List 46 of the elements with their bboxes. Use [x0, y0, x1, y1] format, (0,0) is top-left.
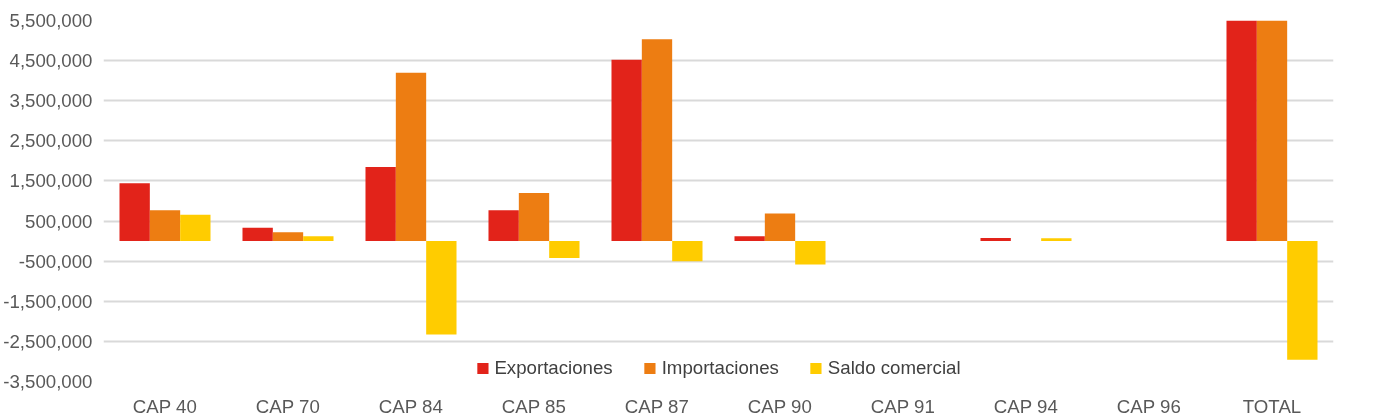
x-tick-label: CAP 96	[1116, 395, 1181, 417]
y-tick-label: 500,000	[25, 210, 93, 232]
bar	[734, 236, 765, 242]
bar	[180, 214, 211, 242]
bar	[119, 183, 150, 242]
y-tick-label: -1,500,000	[3, 290, 93, 312]
y-tick-label: 5,500,000	[9, 10, 93, 31]
x-tick-label: CAP 40	[132, 395, 197, 417]
y-tick-label: -3,500,000	[3, 371, 93, 392]
bar	[1041, 238, 1072, 242]
x-tick-label: CAP 94	[993, 395, 1058, 417]
legend-label: Saldo comercial	[827, 357, 961, 379]
bar	[1226, 20, 1257, 242]
x-tick-label: CAP 91	[870, 395, 935, 417]
x-tick-label: CAP 84	[378, 395, 443, 417]
bar	[795, 241, 826, 265]
bar	[1256, 20, 1288, 242]
bar	[549, 241, 580, 258]
y-tick-label: 1,500,000	[9, 170, 93, 192]
bar	[641, 39, 673, 242]
bar	[149, 210, 181, 242]
bar	[764, 213, 796, 242]
bar	[395, 72, 427, 242]
bar	[365, 166, 396, 242]
bar	[488, 210, 519, 242]
y-tick-label: 3,500,000	[9, 90, 93, 112]
bar	[426, 241, 457, 335]
bar	[518, 192, 550, 242]
bar	[672, 241, 703, 262]
bar	[980, 237, 1011, 242]
bar	[1287, 241, 1318, 360]
bar	[611, 59, 642, 242]
x-tick-label: CAP 85	[501, 395, 566, 417]
x-tick-label: CAP 70	[255, 395, 320, 417]
y-tick-label: 4,500,000	[9, 50, 93, 72]
legend-label: Exportaciones	[494, 357, 613, 379]
y-tick-label: 2,500,000	[9, 130, 93, 152]
bar	[272, 232, 304, 242]
bar	[242, 227, 273, 242]
x-tick-label: CAP 90	[747, 395, 812, 417]
x-tick-label: CAP 87	[624, 395, 689, 417]
y-tick-label: -2,500,000	[3, 330, 93, 352]
legend-label: Importaciones	[661, 357, 779, 379]
bar	[303, 236, 334, 242]
y-tick-label: -500,000	[18, 250, 93, 272]
x-tick-label: TOTAL	[1242, 395, 1302, 417]
